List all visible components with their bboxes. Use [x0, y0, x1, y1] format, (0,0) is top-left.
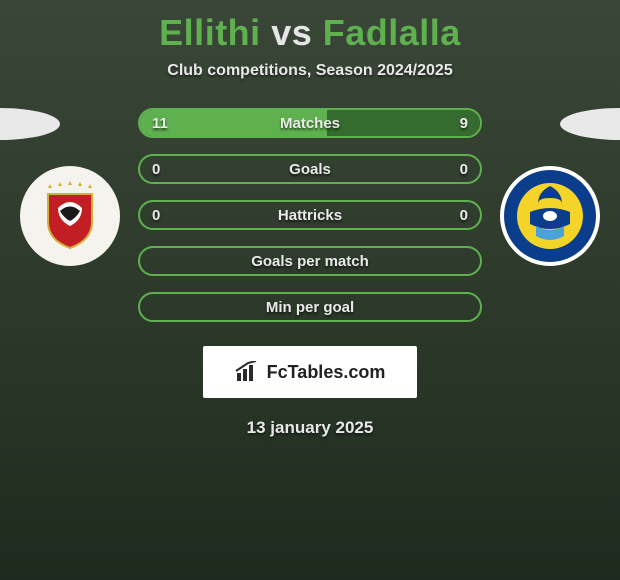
stat-bar-hattricks: 0 Hattricks 0	[138, 200, 482, 230]
bar-fill-right	[327, 110, 480, 136]
stat-label: Min per goal	[266, 299, 354, 316]
stat-bar-matches: 11 Matches 9	[138, 108, 482, 138]
stat-label: Matches	[280, 115, 340, 132]
title-vs: vs	[271, 12, 312, 53]
date: 13 january 2025	[0, 418, 620, 438]
title-right: Fadlalla	[323, 12, 461, 53]
team-logo-left	[20, 166, 120, 266]
stat-label: Goals	[289, 161, 331, 178]
player-ellipse-left	[0, 108, 60, 140]
stat-value-left: 0	[152, 207, 160, 224]
chart-icon	[235, 361, 261, 383]
page-title: Ellithi vs Fadlalla	[0, 0, 620, 54]
stat-value-right: 0	[460, 207, 468, 224]
stat-value-right: 9	[460, 115, 468, 132]
stats-area: 11 Matches 9 0 Goals 0 0 Hattricks 0 Goa…	[0, 108, 620, 338]
stat-bar-goals: 0 Goals 0	[138, 154, 482, 184]
team-logo-right	[500, 166, 600, 266]
stat-bar-goals-per-match: Goals per match	[138, 246, 482, 276]
subtitle: Club competitions, Season 2024/2025	[0, 62, 620, 80]
stat-bars: 11 Matches 9 0 Goals 0 0 Hattricks 0 Goa…	[138, 108, 482, 338]
stat-bar-min-per-goal: Min per goal	[138, 292, 482, 322]
stat-label: Hattricks	[278, 207, 342, 224]
stat-value-left: 0	[152, 161, 160, 178]
watermark-text: FcTables.com	[267, 362, 386, 383]
stat-label: Goals per match	[251, 253, 369, 270]
stat-value-left: 11	[152, 115, 168, 132]
stat-value-right: 0	[460, 161, 468, 178]
al-ahly-badge-icon	[30, 176, 110, 256]
player-ellipse-right	[560, 108, 620, 140]
al-gharafa-badge-icon	[502, 168, 598, 264]
watermark: FcTables.com	[203, 346, 417, 398]
title-left: Ellithi	[159, 12, 261, 53]
